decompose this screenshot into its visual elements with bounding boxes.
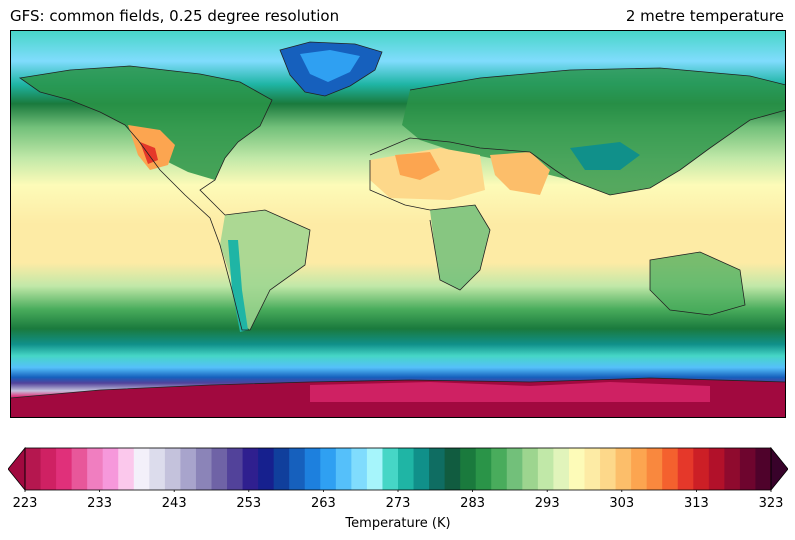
colorbar-over-arrow bbox=[770, 446, 788, 492]
colorbar-tick-label: 293 bbox=[534, 496, 560, 511]
colorbar-cell bbox=[366, 448, 383, 490]
colorbar-cell bbox=[56, 448, 73, 490]
colorbar-cell bbox=[631, 448, 648, 490]
colorbar-tick-label: 243 bbox=[161, 496, 187, 511]
tibet-cold bbox=[570, 142, 640, 170]
colorbar-cell bbox=[522, 448, 539, 490]
antarctica-inner bbox=[310, 382, 710, 402]
temperature-map bbox=[10, 30, 786, 418]
colorbar-cell bbox=[506, 448, 523, 490]
colorbar-tick-label: 313 bbox=[683, 496, 709, 511]
colorbar-cell bbox=[195, 448, 212, 490]
colorbar-cell bbox=[102, 448, 119, 490]
colorbar-cell bbox=[227, 448, 244, 490]
death-valley-hotspot bbox=[140, 142, 158, 164]
colorbar-tick-label: 283 bbox=[460, 496, 486, 511]
north-america-land bbox=[20, 66, 272, 180]
colorbar-cell bbox=[71, 448, 88, 490]
colorbar-cell bbox=[87, 448, 104, 490]
colorbar-cell bbox=[289, 448, 306, 490]
colorbar-cell bbox=[211, 448, 228, 490]
colorbar-cell bbox=[708, 448, 725, 490]
colorbar bbox=[8, 446, 788, 492]
colorbar-cell bbox=[600, 448, 617, 490]
map-title-left: GFS: common fields, 0.25 degree resoluti… bbox=[10, 7, 340, 25]
map-frame bbox=[10, 30, 786, 418]
colorbar-frame bbox=[24, 447, 772, 491]
colorbar-cell bbox=[584, 448, 601, 490]
colorbar-cell bbox=[537, 448, 554, 490]
colorbar-cell bbox=[662, 448, 679, 490]
colorbar-cell bbox=[320, 448, 337, 490]
greenland-core bbox=[300, 50, 360, 82]
map-title-right: 2 metre temperature bbox=[625, 7, 784, 25]
colorbar-cell bbox=[693, 448, 710, 490]
colorbar-cell bbox=[413, 448, 430, 490]
colorbar-cell bbox=[118, 448, 135, 490]
colorbar-cell bbox=[724, 448, 741, 490]
sahara-core bbox=[395, 152, 440, 180]
colorbar-cell bbox=[258, 448, 275, 490]
colorbar-cell bbox=[429, 448, 446, 490]
colorbar-label: Temperature (K) bbox=[345, 516, 451, 531]
colorbar-cell bbox=[180, 448, 197, 490]
colorbar-cell bbox=[25, 448, 42, 490]
coastlines bbox=[10, 41, 786, 399]
colorbar-cell bbox=[133, 448, 150, 490]
colorbar-cell bbox=[739, 448, 756, 490]
colorbar-ticks bbox=[24, 490, 772, 492]
colorbar-cell bbox=[646, 448, 663, 490]
colorbar-tick-label: 223 bbox=[12, 496, 38, 511]
colorbar-cell bbox=[615, 448, 632, 490]
colorbar-cell bbox=[460, 448, 477, 490]
africa-south-green bbox=[430, 205, 490, 290]
colorbar-cell bbox=[164, 448, 181, 490]
colorbar-tick-label: 273 bbox=[385, 496, 411, 511]
andes-cold bbox=[228, 240, 248, 332]
colorbar-cell bbox=[491, 448, 508, 490]
colorbar-cell bbox=[568, 448, 585, 490]
colorbar-under-arrow bbox=[8, 446, 26, 492]
colorbar-cell bbox=[351, 448, 368, 490]
arabia-hot bbox=[490, 152, 550, 195]
colorbar-cell bbox=[398, 448, 415, 490]
colorbar-cell bbox=[677, 448, 694, 490]
colorbar-cell bbox=[475, 448, 492, 490]
colorbar-cell bbox=[553, 448, 570, 490]
colorbar-cell bbox=[444, 448, 461, 490]
colorbar-cells bbox=[25, 448, 772, 490]
colorbar-tick-label: 233 bbox=[87, 496, 113, 511]
colorbar-cell bbox=[335, 448, 352, 490]
colorbar-cell bbox=[40, 448, 57, 490]
colorbar-cell bbox=[755, 448, 772, 490]
eurasia-land bbox=[402, 68, 786, 195]
colorbar-tick-label: 263 bbox=[310, 496, 336, 511]
colorbar-cell bbox=[382, 448, 399, 490]
colorbar-cell bbox=[304, 448, 321, 490]
colorbar-tick-label: 303 bbox=[609, 496, 635, 511]
colorbar-cell bbox=[273, 448, 290, 490]
colorbar-tick-label: 253 bbox=[236, 496, 262, 511]
colorbar-tick-label: 323 bbox=[758, 496, 784, 511]
colorbar-cell bbox=[242, 448, 259, 490]
colorbar-cell bbox=[149, 448, 166, 490]
australia-land bbox=[650, 252, 745, 315]
